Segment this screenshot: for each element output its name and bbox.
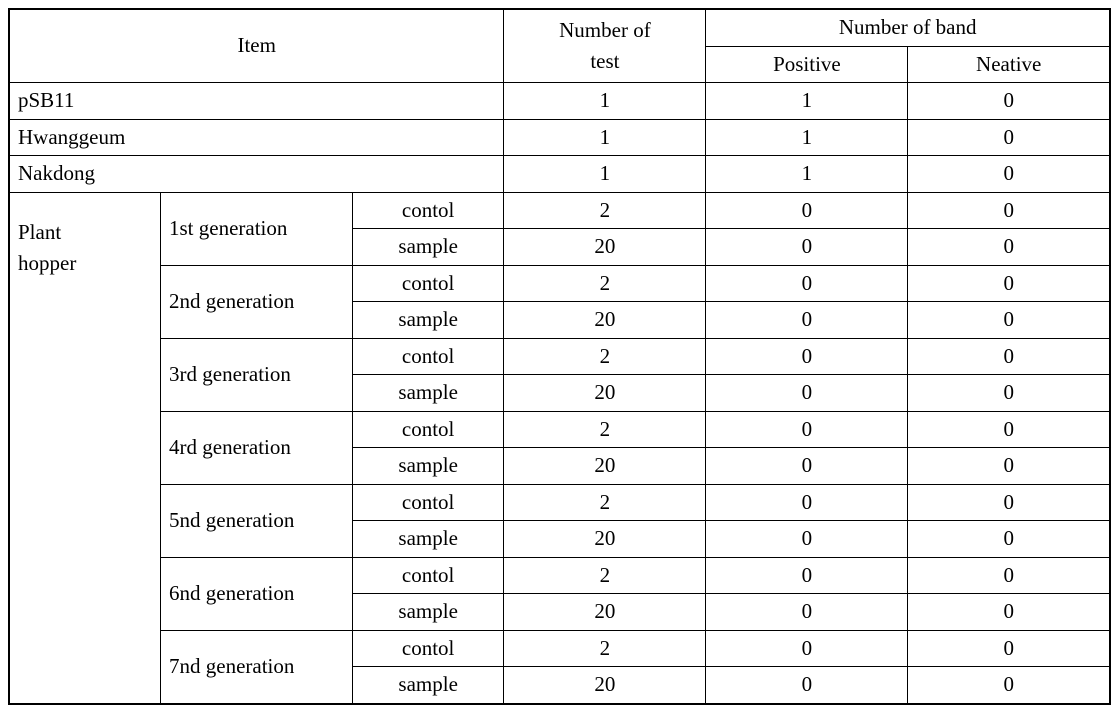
- table-row: 5nd generation contol 2 0 0: [9, 484, 1110, 521]
- table-row: pSB11 1 1 0: [9, 83, 1110, 120]
- cell-positive: 0: [706, 411, 908, 448]
- cell-neative: 0: [908, 557, 1110, 594]
- table-row: 2nd generation contol 2 0 0: [9, 265, 1110, 302]
- cell-generation: 2nd generation: [161, 265, 353, 338]
- cell-subtype: contol: [352, 484, 504, 521]
- cell-subtype: contol: [352, 557, 504, 594]
- cell-subtype: contol: [352, 630, 504, 667]
- cell-neative: 0: [908, 156, 1110, 193]
- cell-positive: 0: [706, 521, 908, 558]
- cell-positive: 1: [706, 156, 908, 193]
- cell-neative: 0: [908, 229, 1110, 266]
- cell-subtype: contol: [352, 265, 504, 302]
- cell-neative: 0: [908, 484, 1110, 521]
- cell-subtype: sample: [352, 229, 504, 266]
- table-header-row-1: Item Number of test Number of band: [9, 9, 1110, 46]
- cell-subtype: sample: [352, 521, 504, 558]
- cell-num-test: 20: [504, 594, 706, 631]
- cell-neative: 0: [908, 375, 1110, 412]
- cell-positive: 0: [706, 630, 908, 667]
- cell-item-label: pSB11: [9, 83, 504, 120]
- cell-generation: 4rd generation: [161, 411, 353, 484]
- cell-num-test: 20: [504, 375, 706, 412]
- cell-item-label: Hwanggeum: [9, 119, 504, 156]
- table-row: Nakdong 1 1 0: [9, 156, 1110, 193]
- cell-neative: 0: [908, 594, 1110, 631]
- cell-neative: 0: [908, 338, 1110, 375]
- cell-num-test: 2: [504, 484, 706, 521]
- cell-positive: 0: [706, 484, 908, 521]
- cell-num-test: 20: [504, 302, 706, 339]
- cell-num-test: 2: [504, 338, 706, 375]
- cell-positive: 1: [706, 83, 908, 120]
- table-row: 3rd generation contol 2 0 0: [9, 338, 1110, 375]
- cell-num-test: 20: [504, 667, 706, 704]
- table-row: Hwanggeum 1 1 0: [9, 119, 1110, 156]
- cell-positive: 0: [706, 667, 908, 704]
- hdr-positive: Positive: [706, 46, 908, 83]
- cell-subtype: sample: [352, 375, 504, 412]
- cell-neative: 0: [908, 83, 1110, 120]
- cell-num-test: 2: [504, 265, 706, 302]
- cell-subtype: contol: [352, 192, 504, 229]
- cell-num-test: 20: [504, 229, 706, 266]
- cell-positive: 0: [706, 229, 908, 266]
- cell-generation: 1st generation: [161, 192, 353, 265]
- cell-neative: 0: [908, 302, 1110, 339]
- cell-generation: 6nd generation: [161, 557, 353, 630]
- cell-num-test: 2: [504, 557, 706, 594]
- cell-num-test: 2: [504, 192, 706, 229]
- cell-subtype: sample: [352, 667, 504, 704]
- cell-subtype: sample: [352, 302, 504, 339]
- cell-num-test: 1: [504, 156, 706, 193]
- hdr-item: Item: [9, 9, 504, 83]
- cell-generation: 7nd generation: [161, 630, 353, 704]
- cell-subtype: sample: [352, 448, 504, 485]
- table-row: Plant hopper 1st generation contol 2 0 0: [9, 192, 1110, 229]
- cell-num-test: 20: [504, 448, 706, 485]
- cell-neative: 0: [908, 192, 1110, 229]
- cell-positive: 0: [706, 338, 908, 375]
- cell-neative: 0: [908, 630, 1110, 667]
- cell-positive: 0: [706, 302, 908, 339]
- cell-positive: 0: [706, 448, 908, 485]
- data-table: Item Number of test Number of band Posit…: [8, 8, 1111, 705]
- cell-plant-hopper: Plant hopper: [9, 192, 161, 704]
- cell-subtype: contol: [352, 411, 504, 448]
- cell-item-label: Nakdong: [9, 156, 504, 193]
- cell-num-test: 2: [504, 630, 706, 667]
- cell-generation: 5nd generation: [161, 484, 353, 557]
- table-row: 7nd generation contol 2 0 0: [9, 630, 1110, 667]
- cell-num-test: 1: [504, 119, 706, 156]
- table-row: 6nd generation contol 2 0 0: [9, 557, 1110, 594]
- cell-positive: 0: [706, 375, 908, 412]
- cell-neative: 0: [908, 448, 1110, 485]
- cell-num-test: 1: [504, 83, 706, 120]
- cell-num-test: 20: [504, 521, 706, 558]
- cell-neative: 0: [908, 265, 1110, 302]
- cell-positive: 0: [706, 594, 908, 631]
- cell-positive: 1: [706, 119, 908, 156]
- hdr-num-test: Number of test: [504, 9, 706, 83]
- cell-positive: 0: [706, 265, 908, 302]
- cell-subtype: contol: [352, 338, 504, 375]
- cell-subtype: sample: [352, 594, 504, 631]
- cell-neative: 0: [908, 667, 1110, 704]
- table-row: 4rd generation contol 2 0 0: [9, 411, 1110, 448]
- cell-neative: 0: [908, 119, 1110, 156]
- cell-neative: 0: [908, 411, 1110, 448]
- hdr-neative: Neative: [908, 46, 1110, 83]
- cell-generation: 3rd generation: [161, 338, 353, 411]
- cell-num-test: 2: [504, 411, 706, 448]
- cell-positive: 0: [706, 192, 908, 229]
- cell-positive: 0: [706, 557, 908, 594]
- cell-neative: 0: [908, 521, 1110, 558]
- hdr-num-band: Number of band: [706, 9, 1110, 46]
